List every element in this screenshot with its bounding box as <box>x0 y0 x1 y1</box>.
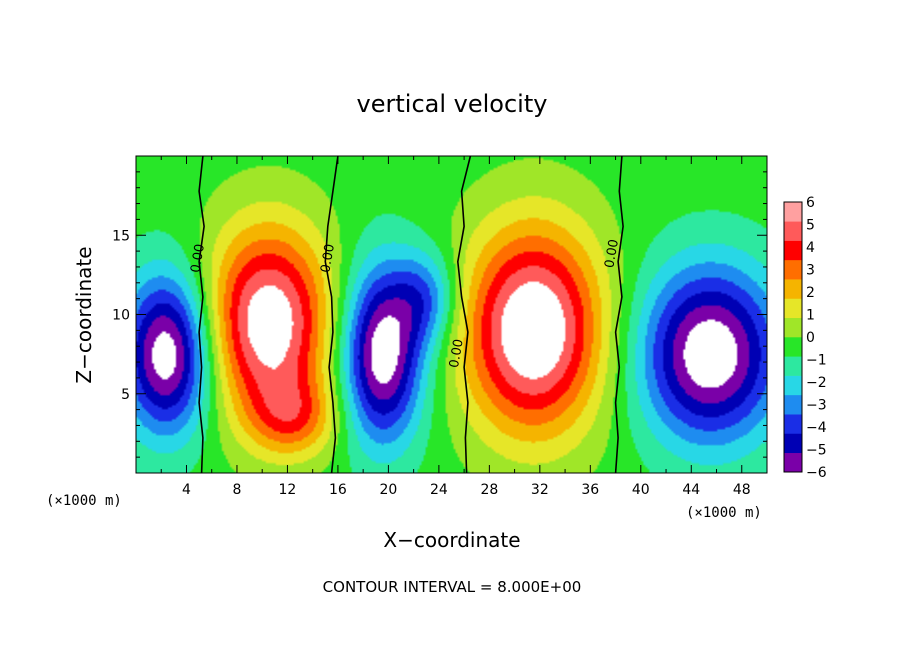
y-tick-label-15: 15 <box>112 228 130 244</box>
y-axis-label: Z−coordinate <box>72 246 96 383</box>
x-axis-label: X−coordinate <box>383 528 520 552</box>
colorbar-swatch-12 <box>784 221 802 241</box>
contour-interval-note: CONTOUR INTERVAL = 8.000E+00 <box>323 578 582 596</box>
colorbar-swatch-3 <box>784 394 802 415</box>
colorbar-swatch-6 <box>784 337 802 357</box>
x-unit-label-left: (×1000 m) <box>46 493 122 509</box>
colorbar-label-4: 2 <box>806 285 815 301</box>
x-tick-label-40: 40 <box>632 482 650 498</box>
x-tick-label-8: 8 <box>232 482 241 498</box>
colorbar-label-11: −5 <box>806 443 827 459</box>
contour-label-2: 0.00 <box>318 243 338 274</box>
colorbar-swatch-10 <box>784 259 802 280</box>
contour-labels: 0.00 0.00 0.00 0.00 <box>188 238 622 369</box>
x-unit-label-right: (×1000 m) <box>686 505 762 521</box>
x-tick-label-4: 4 <box>182 482 191 498</box>
contour-label-4: 0.00 <box>602 238 622 269</box>
x-tick-label-12: 12 <box>279 482 297 498</box>
colorbar-label-5: 1 <box>806 308 815 324</box>
zero-contour-line-1 <box>198 155 205 474</box>
x-tick-label-28: 28 <box>480 482 498 498</box>
colorbar-label-10: −4 <box>806 420 827 436</box>
x-tick-label-16: 16 <box>329 482 347 498</box>
colorbar-label-8: −2 <box>806 375 827 391</box>
velocity-field <box>136 156 767 473</box>
x-tick-label-24: 24 <box>430 482 448 498</box>
x-tick-label-48: 48 <box>733 482 751 498</box>
colorbar-label-3: 3 <box>806 263 815 279</box>
x-axis-ticks: 4 8 12 16 20 24 28 32 36 40 44 48 <box>160 156 751 498</box>
x-tick-label-44: 44 <box>682 482 700 498</box>
colorbar-label-2: 4 <box>806 240 815 256</box>
x-tick-label-20: 20 <box>379 482 397 498</box>
colorbar-swatch-4 <box>784 375 802 396</box>
colorbar-swatch-1 <box>784 433 802 454</box>
colorbar-swatch-2 <box>784 414 802 434</box>
chart-title: vertical velocity <box>357 90 548 118</box>
colorbar-swatch-9 <box>784 279 802 299</box>
colorbar-label-7: −1 <box>806 353 827 369</box>
colorbar: 6 5 4 3 2 1 0 −1 −2 −3 −4 −5 −6 <box>783 195 827 481</box>
colorbar-label-9: −3 <box>806 398 827 414</box>
colorbar-label-1: 5 <box>806 218 815 234</box>
colorbar-swatch-8 <box>784 298 802 319</box>
colorbar-label-6: 0 <box>806 330 815 346</box>
colorbar-swatch-13 <box>784 202 802 222</box>
zero-contour-line-2 <box>324 155 339 474</box>
colorbar-label-12: −6 <box>806 465 827 481</box>
y-tick-label-5: 5 <box>121 387 130 403</box>
colorbar-swatch-7 <box>784 317 802 338</box>
zero-contour-line-4 <box>614 155 624 474</box>
colorbar-swatch-0 <box>784 452 802 473</box>
x-tick-label-32: 32 <box>531 482 549 498</box>
contour-label-3: 0.00 <box>447 338 467 369</box>
colorbar-frame <box>783 201 803 473</box>
y-tick-label-10: 10 <box>112 308 130 324</box>
contour-label-1: 0.00 <box>188 243 208 274</box>
y-axis-ticks: 5 10 15 <box>112 171 767 458</box>
zero-contour-line-3 <box>456 155 472 474</box>
colorbar-swatch-11 <box>784 240 802 261</box>
plot-area: 0.00 0.000.000.00 4 8 12 16 20 24 28 32 36 40 44 48 … <box>112 155 768 498</box>
zero-contours <box>198 155 624 474</box>
colorbar-label-0: 6 <box>806 195 815 211</box>
x-tick-label-36: 36 <box>581 482 599 498</box>
colorbar-swatch-5 <box>784 356 802 376</box>
